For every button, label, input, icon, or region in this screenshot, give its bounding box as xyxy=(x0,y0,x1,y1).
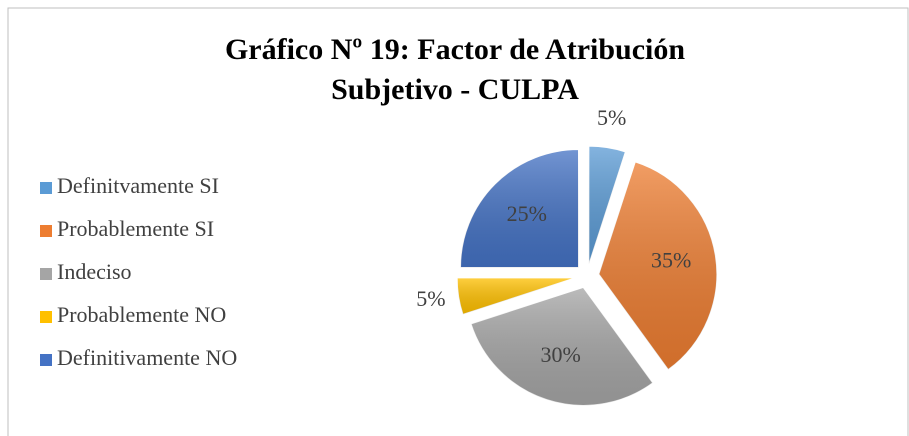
pie-slice-shade xyxy=(460,149,579,268)
data-label: 5% xyxy=(416,286,445,311)
pie-slice-shade xyxy=(457,277,576,315)
legend-swatch xyxy=(40,268,52,280)
legend-label: Probablemente NO xyxy=(57,302,226,327)
pie-slice-shade xyxy=(598,161,717,370)
chart-border xyxy=(7,7,909,436)
legend-swatch xyxy=(40,225,52,237)
data-label: 30% xyxy=(541,342,581,367)
chart-title: Gráfico Nº 19: Factor de Atribución Subj… xyxy=(224,33,686,106)
legend-label: Definitvamente SI xyxy=(57,173,219,198)
legend-label: Definitivamente NO xyxy=(57,345,237,370)
legend-label: Probablemente SI xyxy=(57,216,214,241)
legend-label: Indeciso xyxy=(57,259,132,284)
data-label: 25% xyxy=(507,201,547,226)
legend-swatch xyxy=(40,311,52,323)
pie-slice-shade xyxy=(471,287,653,406)
legend-swatch xyxy=(40,182,52,194)
data-label: 5% xyxy=(597,105,626,130)
pie-slice-shade xyxy=(588,146,626,265)
legend-swatch xyxy=(40,354,52,366)
data-label: 35% xyxy=(651,248,691,273)
